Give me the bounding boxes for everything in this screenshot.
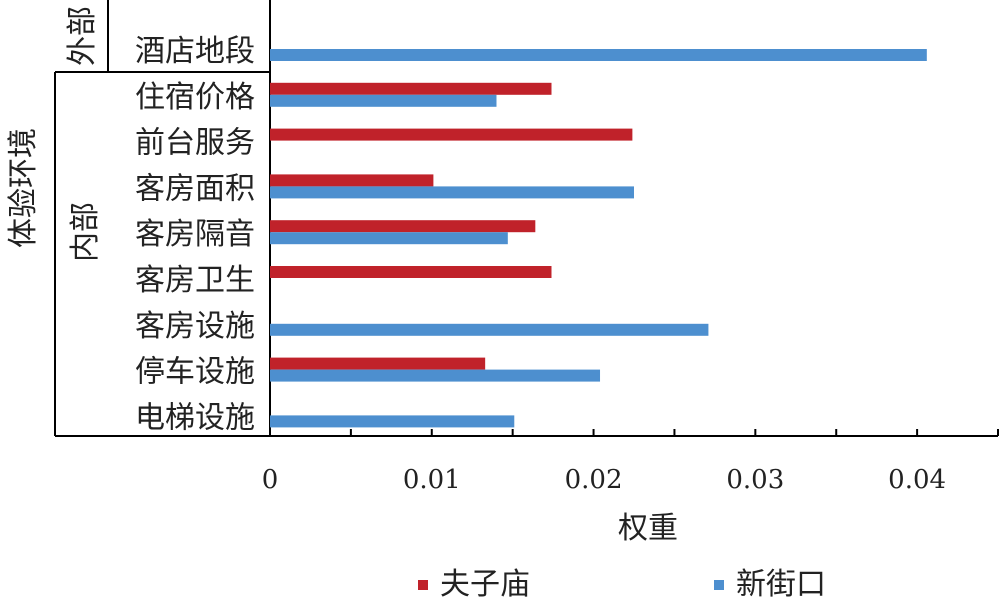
category-label: 前台服务 (135, 126, 255, 161)
x-tick-label: 0.02 (565, 465, 623, 495)
bar-series2 (270, 94, 497, 107)
legend-label: 夫子庙 (440, 567, 530, 602)
bar-series1 (270, 357, 486, 370)
category-label: 客房设施 (135, 309, 255, 344)
x-tick-label: 0 (262, 465, 279, 495)
bar-series1 (270, 220, 536, 233)
x-tick-label: 0.03 (726, 465, 784, 495)
legend-swatch (418, 580, 428, 590)
bar-series1 (270, 128, 633, 141)
group-label-internal: 内部 (68, 202, 103, 262)
bar-series2 (270, 415, 515, 428)
outer-group-label: 体验环境 (6, 128, 41, 248)
bar-series1 (270, 266, 552, 278)
category-label: 酒店地段 (135, 34, 255, 69)
x-axis-title: 权重 (618, 511, 678, 546)
legend-label: 新街口 (736, 567, 826, 602)
category-label: 客房隔音 (135, 217, 255, 252)
bars (270, 49, 927, 428)
group-label-external: 外部 (65, 6, 100, 66)
bar-series1 (270, 174, 434, 187)
x-tick-label: 0.01 (403, 465, 461, 495)
legend-swatch (714, 580, 724, 590)
bar-series2 (270, 323, 709, 336)
category-label: 停车设施 (135, 355, 255, 390)
bar-series2 (270, 49, 927, 61)
bar-series2 (270, 186, 634, 199)
category-label: 住宿价格 (135, 80, 255, 115)
bar-series2 (270, 369, 601, 382)
category-label: 电梯设施 (135, 400, 255, 435)
x-tick-label: 0.04 (888, 465, 946, 495)
category-label: 客房卫生 (135, 263, 255, 298)
bar-series2 (270, 232, 508, 245)
bar-series1 (270, 82, 552, 95)
legend: 夫子庙 新街口 (418, 567, 826, 602)
category-label: 客房面积 (135, 171, 255, 206)
x-ticks: 0 0.01 0.02 0.03 0.04 (262, 429, 999, 495)
